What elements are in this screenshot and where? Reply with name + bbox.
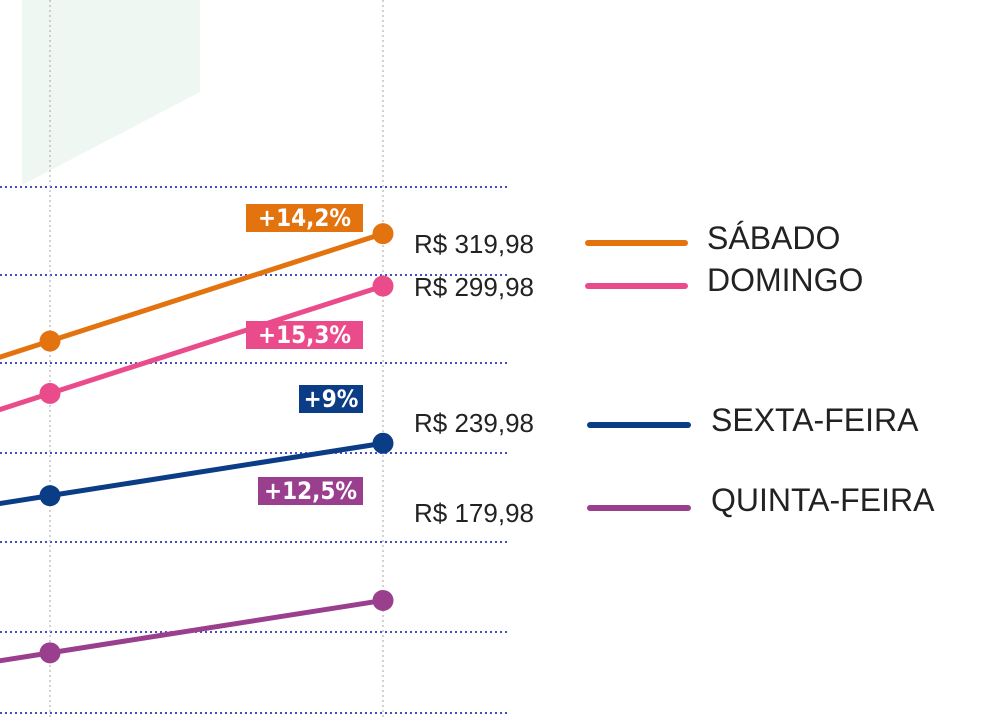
legend-label: QUINTA-FEIRA: [711, 482, 935, 518]
data-point: [372, 589, 394, 611]
series-lines: [0, 231, 386, 664]
change-label: +15,3%: [258, 321, 351, 349]
chart-grid: [0, 0, 510, 720]
change-badge: [258, 477, 363, 505]
data-point: [39, 642, 61, 664]
value-labels: R$ 319,98 R$ 299,98 R$ 239,98 R$ 179,98: [414, 229, 534, 528]
data-point: [39, 330, 61, 352]
change-label: +12,5%: [264, 477, 357, 505]
change-badge: [299, 385, 363, 413]
value-label: R$ 299,98: [414, 272, 534, 302]
data-point: [372, 223, 394, 245]
data-point: [39, 382, 61, 404]
value-label: R$ 179,98: [414, 498, 534, 528]
data-point: [372, 275, 394, 297]
series-points: [39, 223, 394, 664]
legend-label: DOMINGO: [707, 262, 863, 298]
data-point: [372, 432, 394, 454]
legend-label: SÁBADO: [707, 220, 840, 256]
background-decoration: [22, 0, 200, 185]
change-badges: +14,2% +15,3% +9% +12,5%: [246, 204, 363, 505]
legend: SÁBADO DOMINGO SEXTA-FEIRA QUINTA-FEIRA: [585, 220, 935, 518]
change-label: +9%: [304, 385, 359, 413]
change-label: +14,2%: [258, 204, 351, 232]
change-badge: [246, 321, 363, 349]
value-label: R$ 239,98: [414, 408, 534, 438]
value-label: R$ 319,98: [414, 229, 534, 259]
legend-label: SEXTA-FEIRA: [711, 402, 919, 438]
change-badge: [246, 204, 363, 232]
background-shape: [22, 0, 200, 185]
data-point: [39, 485, 61, 507]
